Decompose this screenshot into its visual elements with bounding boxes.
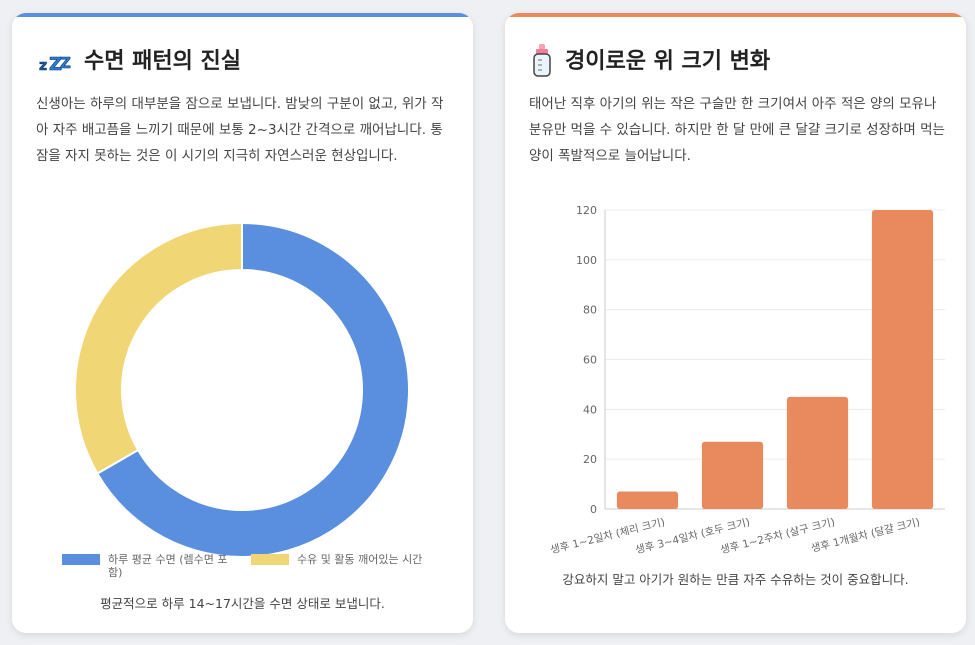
stomach-card-heading: 경이로운 위 크기 변화 <box>531 43 771 77</box>
svg-text:Z: Z <box>60 54 71 72</box>
sleep-card-title: 수면 패턴의 진실 <box>84 49 241 74</box>
sleep-card-heading: z Z Z 수면 패턴의 진실 <box>38 43 241 75</box>
donut-slice-1[interactable] <box>74 221 243 475</box>
sleep-donut-chart <box>74 221 410 558</box>
donut-slice-0[interactable] <box>96 221 410 558</box>
y-tick-label: 0 <box>590 503 597 516</box>
y-tick-label: 20 <box>583 453 597 466</box>
baby-bottle-icon <box>531 44 553 77</box>
sleep-chart-legend: 하루 평균 수면 (렘수면 포함) 수유 및 활동 깨어있는 시간 <box>62 553 426 579</box>
legend-swatch-awake <box>251 554 289 565</box>
legend-label-sleep: 하루 평균 수면 (렘수면 포함) <box>108 553 228 579</box>
stomach-card-accent-bar <box>505 13 966 17</box>
stomach-card-title: 경이로운 위 크기 변화 <box>565 49 771 74</box>
bar-1[interactable] <box>701 441 764 509</box>
bar-2[interactable] <box>786 396 849 509</box>
legend-item-sleep[interactable]: 하루 평균 수면 (렘수면 포함) <box>62 553 237 579</box>
stomach-card-note: 강요하지 말고 아기가 원하는 만큼 자주 수유하는 것이 중요합니다. <box>562 572 909 587</box>
y-tick-label: 40 <box>583 403 597 416</box>
y-tick-label: 120 <box>576 204 597 217</box>
svg-text:Z: Z <box>49 54 62 74</box>
bar-0[interactable] <box>616 491 679 509</box>
bar-3[interactable] <box>871 210 934 509</box>
stomach-card-description: 태어난 직후 아기의 위는 작은 구슬만 한 크기여서 아주 적은 양의 모유나… <box>529 96 945 164</box>
sleep-card: z Z Z 수면 패턴의 진실 신생아는 하루의 대부분을 잠으로 보냅니다. … <box>12 13 473 633</box>
legend-swatch-sleep <box>62 554 100 565</box>
sleep-card-accent-bar <box>12 13 473 17</box>
legend-item-awake[interactable]: 수유 및 활동 깨어있는 시간 <box>251 553 426 579</box>
legend-label-awake: 수유 및 활동 깨어있는 시간 <box>297 553 423 566</box>
stomach-card: 경이로운 위 크기 변화 태어난 직후 아기의 위는 작은 구슬만 한 크기여서… <box>505 13 966 633</box>
svg-text:z: z <box>39 58 47 74</box>
y-tick-label: 100 <box>576 254 597 267</box>
y-tick-label: 60 <box>583 354 597 367</box>
sleep-card-description: 신생아는 하루의 대부분을 잠으로 보냅니다. 밤낮의 구분이 없고, 위가 작… <box>36 96 444 164</box>
zzz-icon: z Z Z <box>38 44 72 76</box>
y-tick-label: 80 <box>583 304 597 317</box>
sleep-card-note: 평균적으로 하루 14~17시간을 수면 상태로 보냅니다. <box>100 596 385 611</box>
